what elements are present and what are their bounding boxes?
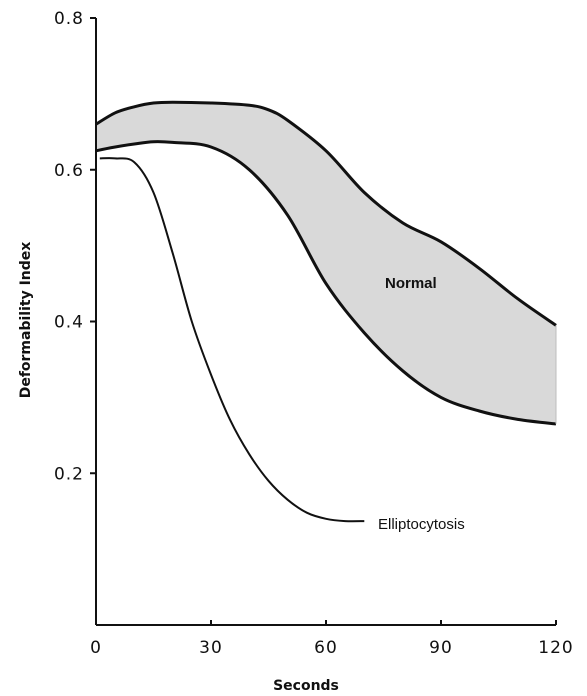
normal-band-area bbox=[96, 102, 556, 424]
y-tick-label: 0.4 bbox=[54, 313, 84, 333]
y-tick-label: 0.8 bbox=[54, 9, 84, 29]
x-tick-label: 60 bbox=[314, 638, 338, 658]
normal-band-label: Normal bbox=[385, 275, 437, 292]
y-tick-label: 0.2 bbox=[54, 464, 84, 484]
x-tick-label: 120 bbox=[538, 638, 573, 658]
normal-lower-bound-line bbox=[95, 140, 557, 426]
x-tick-label: 0 bbox=[90, 638, 102, 658]
x-axis-title: Seconds bbox=[273, 678, 339, 694]
elliptocytosis-label: Elliptocytosis bbox=[378, 516, 465, 533]
y-tick-label: 0.6 bbox=[54, 161, 84, 181]
elliptocytosis-line bbox=[99, 157, 365, 523]
y-axis-title: Deformability Index bbox=[18, 242, 34, 399]
x-tick-label: 30 bbox=[199, 638, 223, 658]
normal-upper-bound-line bbox=[95, 100, 557, 327]
x-tick-label: 90 bbox=[429, 638, 453, 658]
